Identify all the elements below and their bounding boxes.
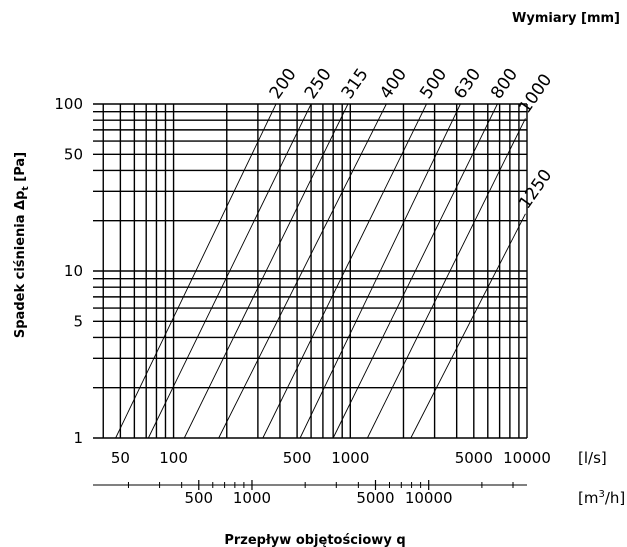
series-lines xyxy=(115,103,526,439)
x-tick-label-primary: 100 xyxy=(159,449,188,467)
series-line-500 xyxy=(262,103,427,439)
series-line-800 xyxy=(332,103,498,439)
x-tick-label-secondary: 10000 xyxy=(405,489,453,507)
y-axis-title-unit: [Pa] xyxy=(13,152,28,186)
chart-title: Wymiary [mm] xyxy=(512,11,620,26)
series-label-630: 630 xyxy=(450,65,485,103)
x-axis-title: Przepływ objętościowy q xyxy=(224,533,405,547)
x-unit-secondary: [m3/h] xyxy=(578,489,625,507)
x-unit-secondary-base: [m xyxy=(578,489,598,507)
x-unit-secondary-sup: 3 xyxy=(598,489,604,500)
series-line-1250 xyxy=(410,213,526,439)
series-label-250: 250 xyxy=(301,65,336,103)
series-label-200: 200 xyxy=(266,65,301,103)
y-tick-labels: 1 5 10 50 100 xyxy=(54,95,83,447)
x-tick-label-secondary: 1000 xyxy=(233,489,271,507)
y-axis-title: Spadek ciśnienia Δpt [Pa] xyxy=(13,152,31,338)
x-tick-label-primary: 50 xyxy=(111,449,130,467)
y-tick-label: 10 xyxy=(64,262,83,280)
series-label-315: 315 xyxy=(338,65,373,103)
series-label-500: 500 xyxy=(416,65,451,103)
series-line-200 xyxy=(115,103,277,439)
x-unit-primary: [l/s] xyxy=(578,449,607,467)
series-label-800: 800 xyxy=(487,65,522,103)
x-tick-label-primary: 5000 xyxy=(455,449,493,467)
x-tick-label-primary: 1000 xyxy=(331,449,369,467)
series-label-1250: 1250 xyxy=(515,166,556,213)
secondary-x-axis: 500 1000 5000 10000 xyxy=(93,480,527,507)
y-tick-label: 50 xyxy=(64,145,83,163)
series-line-1000 xyxy=(367,118,526,439)
x-tick-label-primary: 10000 xyxy=(503,449,551,467)
y-tick-label: 5 xyxy=(73,312,83,330)
series-line-250 xyxy=(147,103,312,439)
x-tick-label-secondary: 5000 xyxy=(356,489,394,507)
x-tick-label-secondary: 500 xyxy=(184,489,213,507)
y-tick-label: 100 xyxy=(54,95,83,113)
series-line-315 xyxy=(183,103,349,439)
x-tick-label-primary: 500 xyxy=(283,449,312,467)
series-line-630 xyxy=(299,103,461,439)
series-label-400: 400 xyxy=(376,65,411,103)
y-tick-label: 1 xyxy=(73,429,83,447)
y-axis-title-sub: t xyxy=(21,186,31,191)
series-line-400 xyxy=(218,103,387,439)
grid xyxy=(93,103,528,439)
x-unit-secondary-end: /h] xyxy=(605,489,625,507)
series-label-1000: 1000 xyxy=(515,70,556,117)
y-axis-title-main: Spadek ciśnienia Δp xyxy=(13,191,28,339)
x-tick-labels: 50 100 500 1000 5000 10000 xyxy=(111,449,551,467)
